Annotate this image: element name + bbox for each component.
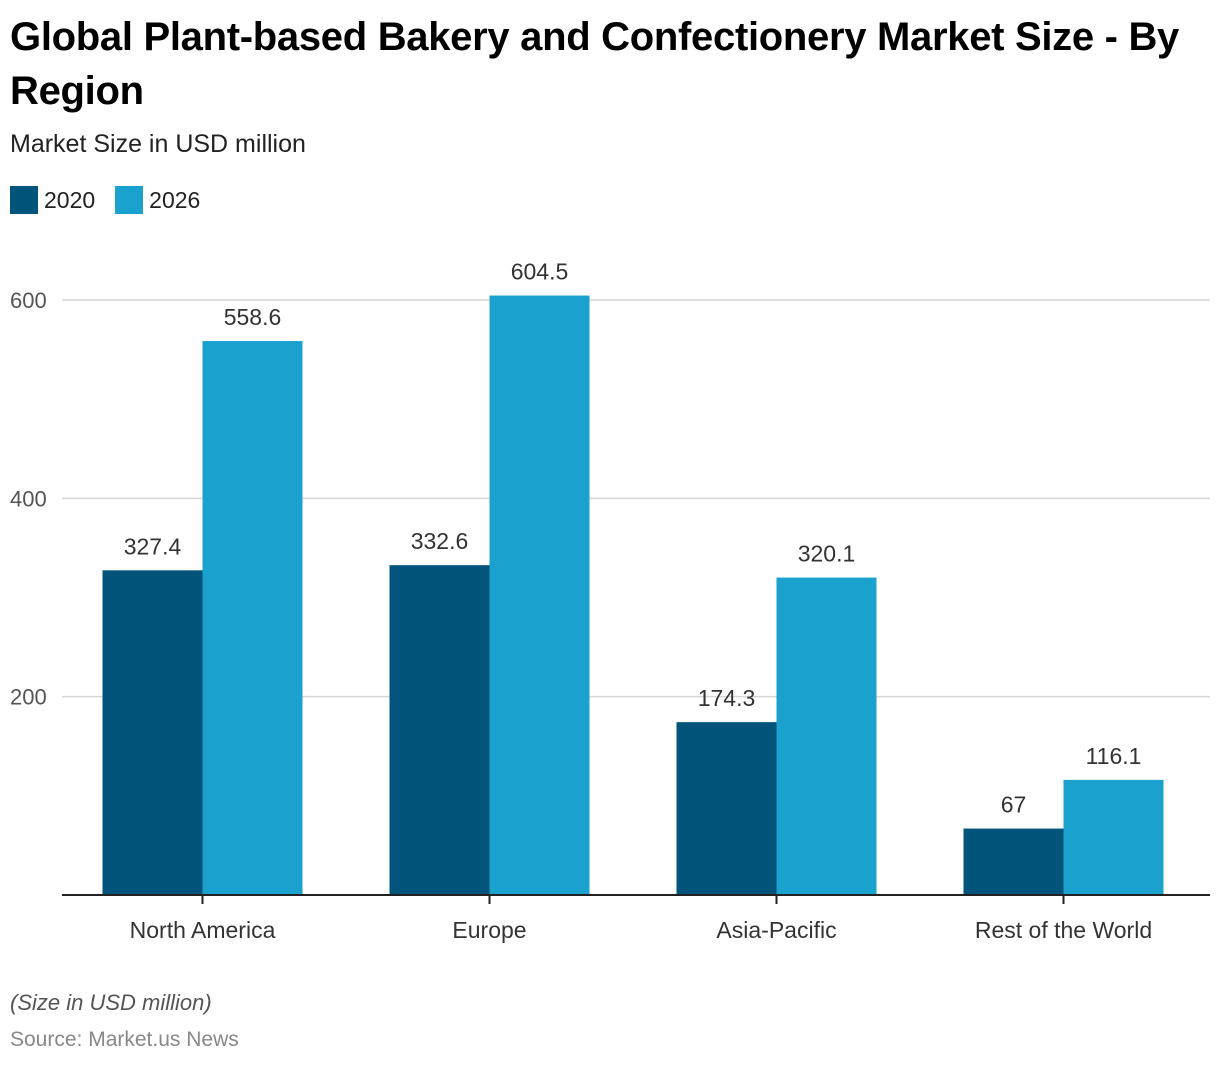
x-tick-label: North America xyxy=(130,917,276,943)
x-tick-label: Asia-Pacific xyxy=(716,917,836,943)
chart-title: Global Plant-based Bakery and Confection… xyxy=(10,15,1179,113)
data-label: 558.6 xyxy=(224,304,282,330)
bar-2020 xyxy=(963,828,1064,895)
data-label: 320.1 xyxy=(798,541,856,567)
data-label: 332.6 xyxy=(411,528,469,554)
bar-2026 xyxy=(776,577,877,895)
chart-subtitle: Market Size in USD million xyxy=(10,130,306,158)
legend-swatch-2020 xyxy=(10,186,38,214)
data-label: 604.5 xyxy=(511,259,569,285)
legend-swatch-2026 xyxy=(115,186,144,214)
legend-label-2026: 2026 xyxy=(149,186,201,213)
legend-item-2026[interactable]: 2026 xyxy=(115,186,200,214)
bar-2026 xyxy=(1063,779,1164,895)
legend: 2020 2026 xyxy=(10,186,220,214)
data-label: 116.1 xyxy=(1086,743,1142,769)
legend-label-2020: 2020 xyxy=(44,186,96,213)
bar-2020 xyxy=(389,565,490,895)
bar-2026 xyxy=(489,295,590,896)
footnote: (Size in USD million) xyxy=(10,990,212,1015)
bar-2026 xyxy=(202,341,303,895)
y-tick-label: 600 xyxy=(10,288,47,313)
data-label: 174.3 xyxy=(698,685,756,711)
data-label: 67 xyxy=(1001,792,1027,818)
y-tick-label: 200 xyxy=(10,685,47,710)
bar-2020 xyxy=(102,570,203,895)
x-tick-label: Europe xyxy=(452,917,526,943)
source-credit: Source: Market.us News xyxy=(10,1028,239,1051)
data-label: 327.4 xyxy=(124,533,182,559)
y-tick-label: 400 xyxy=(10,486,47,511)
legend-item-2020[interactable]: 2020 xyxy=(10,186,95,214)
bar-2020 xyxy=(676,722,777,895)
x-tick-label: Rest of the World xyxy=(975,917,1152,943)
